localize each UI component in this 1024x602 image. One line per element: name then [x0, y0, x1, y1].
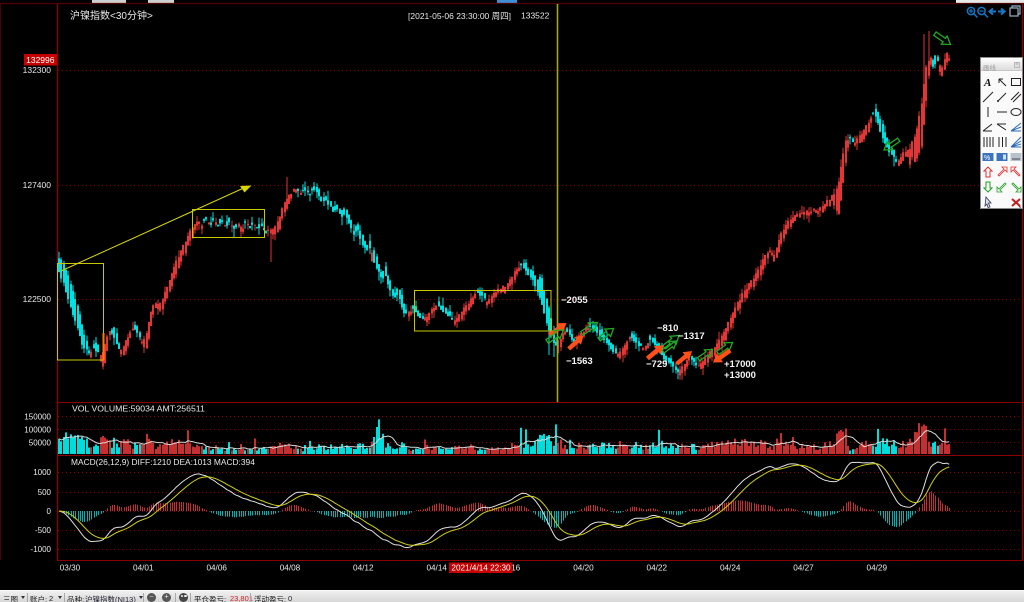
svg-text:04/12: 04/12	[353, 564, 374, 573]
svg-text:150000: 150000	[24, 413, 51, 422]
svg-text:MACD(26,12,9) DIFF:1210 DEA:1: MACD(26,12,9) DIFF:1210 DEA:1013 MACD:39…	[71, 457, 255, 467]
svg-text:133522: 133522	[521, 11, 550, 21]
svg-text:+17000: +17000	[724, 359, 756, 370]
svg-text:1000: 1000	[33, 468, 51, 477]
svg-text:沪镍指数<30分钟>: 沪镍指数<30分钟>	[70, 9, 153, 22]
svg-text:04/22: 04/22	[647, 564, 668, 573]
svg-text:04/06: 04/06	[206, 564, 227, 573]
svg-text:2021/4/14 22:30: 2021/4/14 22:30	[451, 564, 511, 573]
svg-text:04/29: 04/29	[867, 564, 888, 573]
svg-text:50000: 50000	[29, 439, 52, 448]
svg-text:+13000: +13000	[724, 370, 756, 381]
svg-text:-1000: -1000	[31, 545, 52, 554]
svg-text:132300: 132300	[23, 65, 52, 75]
svg-text:A: A	[983, 77, 991, 88]
svg-text:132996: 132996	[26, 55, 55, 65]
svg-text:[2021-05-06 23:30:00 周四]: [2021-05-06 23:30:00 周四]	[408, 11, 511, 21]
svg-text:04/01: 04/01	[133, 564, 154, 573]
svg-text:100000: 100000	[24, 426, 51, 435]
svg-text:%: %	[984, 155, 990, 162]
svg-text:−729: −729	[646, 359, 667, 370]
svg-text:04/27: 04/27	[793, 564, 814, 573]
svg-text:03/30: 03/30	[60, 564, 81, 573]
svg-text:04/14: 04/14	[426, 564, 447, 573]
svg-text:04/20: 04/20	[573, 564, 594, 573]
svg-text:−1317: −1317	[678, 331, 705, 342]
svg-text:500: 500	[38, 488, 52, 497]
svg-text:127400: 127400	[23, 180, 52, 190]
svg-text:04/08: 04/08	[280, 564, 301, 573]
svg-text:-500: -500	[35, 526, 52, 535]
svg-text:−810: −810	[657, 323, 678, 334]
svg-text:−2055: −2055	[561, 295, 588, 306]
svg-text:04/24: 04/24	[720, 564, 741, 573]
svg-text:0: 0	[47, 507, 52, 516]
svg-text:−1563: −1563	[566, 356, 593, 367]
svg-text:VOL VOLUME:59034 AMT:256511: VOL VOLUME:59034 AMT:256511	[72, 404, 205, 414]
svg-text:122500: 122500	[23, 294, 52, 304]
